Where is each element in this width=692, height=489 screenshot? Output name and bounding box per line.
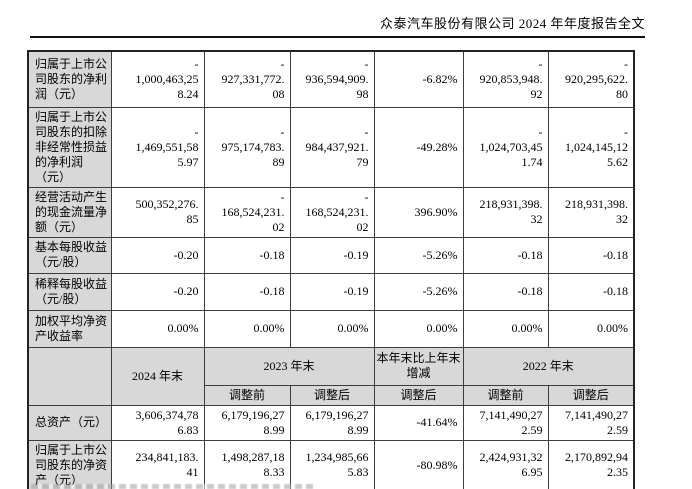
- clipped-bottom-text-line: [31, 484, 313, 489]
- cell-value: - 168,524,231. 02: [289, 186, 375, 238]
- table-header-row-adjust: 调整前 调整后 调整后 调整前 调整后: [28, 384, 635, 406]
- cell-value: -0.18: [547, 236, 635, 274]
- cell-value: -0.20: [110, 272, 205, 311]
- table-row: 归属于上市公司股东的净资产（元） 234,841,183. 41 1,498,2…: [27, 439, 635, 489]
- year-header-2024: 2024 年末: [110, 346, 205, 406]
- subheader-cell: 调整前: [462, 384, 549, 406]
- row-label: 归属于上市公司股东的净利润（元）: [27, 50, 112, 108]
- year-header-2022: 2022 年末: [462, 346, 635, 386]
- cell-value: 218,931,398. 32: [462, 186, 549, 238]
- cell-value: - 920,853,948. 92: [462, 50, 549, 108]
- cell-value: -0.18: [203, 236, 291, 274]
- table-header-row-years: 2024 年末 2023 年末 本年末比上年末增减 2022 年末: [27, 346, 635, 406]
- cell-value: 0.00%: [289, 309, 375, 348]
- cell-value: - 168,524,231. 02: [203, 186, 291, 238]
- cell-value: -0.18: [547, 272, 635, 311]
- cell-value: -0.19: [289, 272, 375, 311]
- cell-value: 6,179,196,27 8.99: [289, 404, 375, 441]
- cell-value: 0.00%: [203, 309, 291, 348]
- row-label: 经营活动产生的现金流量净额（元）: [27, 186, 112, 238]
- row-label: 基本每股收益（元/股）: [27, 236, 112, 274]
- table-row: 归属于上市公司股东的扣除非经常性损益的净利润（元） - 1,469,551,58…: [27, 106, 635, 188]
- cell-value: -0.18: [203, 272, 291, 311]
- cell-value: -0.18: [462, 236, 549, 274]
- subheader-cell: 调整前: [203, 384, 291, 406]
- cell-value: 396.90%: [373, 186, 464, 238]
- table-row: 经营活动产生的现金流量净额（元） 500,352,276. 85 - 168,5…: [27, 186, 635, 238]
- cell-value: -5.26%: [373, 272, 464, 311]
- cell-value: - 920,295,622. 80: [547, 50, 635, 108]
- cell-value: -49.28%: [373, 106, 464, 188]
- cell-value: 3,606,374,78 6.83: [110, 404, 205, 441]
- cell-value: 234,841,183. 41: [110, 439, 205, 489]
- cell-value: 0.00%: [110, 309, 205, 348]
- cell-value: -0.20: [110, 236, 205, 274]
- cell-value: - 1,024,703,45 1.74: [462, 106, 549, 188]
- cell-value: - 984,437,921. 79: [289, 106, 375, 188]
- cell-value: -6.82%: [373, 50, 464, 108]
- header-empty-cell: [27, 346, 112, 406]
- cell-value: -0.19: [289, 236, 375, 274]
- cell-value: -41.64%: [373, 404, 464, 441]
- cell-value: -0.18: [462, 272, 549, 311]
- cell-value: 7,141,490,27 2.59: [462, 404, 549, 441]
- row-label: 稀释每股收益（元/股）: [27, 272, 112, 311]
- table-row: 基本每股收益（元/股） -0.20 -0.18 -0.19 -5.26% -0.…: [27, 236, 635, 274]
- row-label: 归属于上市公司股东的扣除非经常性损益的净利润（元）: [27, 106, 112, 188]
- cell-value: - 975,174,783. 89: [203, 106, 291, 188]
- subheader-cell: 调整后: [373, 384, 464, 406]
- cell-value: 1,498,287,18 8.33: [203, 439, 291, 489]
- cell-value: -5.26%: [373, 236, 464, 274]
- subheader-cell: 调整后: [289, 384, 375, 406]
- cell-value: 0.00%: [373, 309, 464, 348]
- cell-value: - 1,024,145,12 5.62: [547, 106, 635, 188]
- financial-summary-table: 归属于上市公司股东的净利润（元） - 1,000,463,25 8.24 - 9…: [27, 50, 635, 489]
- cell-value: 218,931,398. 32: [547, 186, 635, 238]
- year-header-2023: 2023 年末: [203, 346, 375, 386]
- row-label: 归属于上市公司股东的净资产（元）: [27, 439, 112, 489]
- table-row: 归属于上市公司股东的净利润（元） - 1,000,463,25 8.24 - 9…: [27, 50, 635, 108]
- table-row: 总资产（元） 3,606,374,78 6.83 6,179,196,27 8.…: [27, 404, 635, 441]
- cell-value: - 1,000,463,25 8.24: [110, 50, 205, 108]
- cell-value: 500,352,276. 85: [110, 186, 205, 238]
- cell-value: 1,234,985,66 5.83: [289, 439, 375, 489]
- row-label: 总资产（元）: [27, 404, 112, 441]
- cell-value: 0.00%: [547, 309, 635, 348]
- cell-value: - 936,594,909. 98: [289, 50, 375, 108]
- subheader-cell: 调整后: [547, 384, 635, 406]
- table-row: 稀释每股收益（元/股） -0.20 -0.18 -0.19 -5.26% -0.…: [27, 272, 635, 311]
- cell-value: -80.98%: [373, 439, 464, 489]
- report-title: 众泰汽车股份有限公司 2024 年年度报告全文: [379, 16, 645, 31]
- cell-value: 7,141,490,27 2.59: [547, 404, 635, 441]
- row-label: 加权平均净资产收益率: [27, 309, 112, 348]
- cell-value: 0.00%: [462, 309, 549, 348]
- header-rule: [30, 36, 645, 38]
- cell-value: - 927,331,772. 08: [203, 50, 291, 108]
- table-row: 加权平均净资产收益率 0.00% 0.00% 0.00% 0.00% 0.00%…: [27, 309, 635, 348]
- document-header: 众泰汽车股份有限公司 2024 年年度报告全文: [0, 13, 645, 32]
- cell-value: 2,170,892,94 2.35: [547, 439, 635, 489]
- year-header-change: 本年末比上年末增减: [373, 346, 464, 386]
- cell-value: 6,179,196,27 8.99: [203, 404, 291, 441]
- cell-value: - 1,469,551,58 5.97: [110, 106, 205, 188]
- cell-value: 2,424,931,32 6.95: [462, 439, 549, 489]
